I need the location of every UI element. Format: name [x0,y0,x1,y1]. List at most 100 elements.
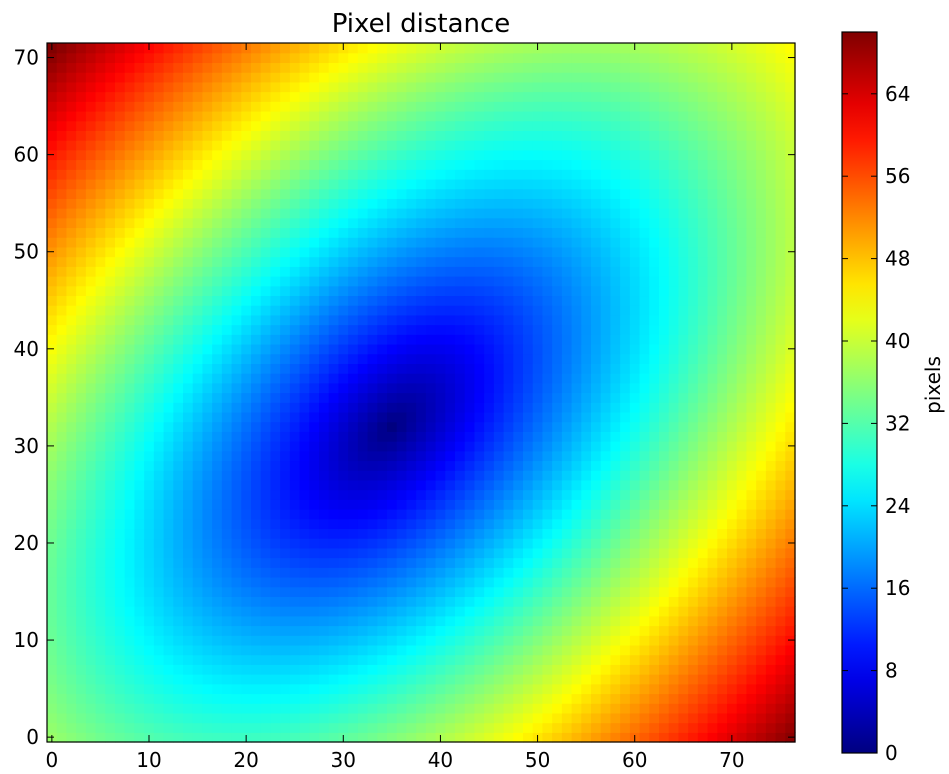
heatmap-cell [474,654,485,665]
heatmap-cell [445,324,456,335]
heatmap-cell [357,460,369,471]
heatmap-cell [387,324,398,335]
heatmap-cell [66,140,77,151]
heatmap-cell [668,217,680,229]
heatmap-cell [688,499,699,510]
heatmap-cell [221,334,233,345]
heatmap-cell [124,159,136,170]
heatmap-cell [338,693,349,704]
heatmap-cell [659,509,670,520]
heatmap-cell [697,644,709,656]
heatmap-cell [85,596,97,607]
heatmap-cell [76,557,87,568]
heatmap-cell [620,586,631,597]
heatmap-cell [552,382,563,394]
heatmap-cell [484,140,495,151]
heatmap-cell [581,411,592,423]
heatmap-cell [474,266,485,277]
heatmap-cell [668,305,680,316]
heatmap-cell [620,693,631,704]
heatmap-cell [299,557,310,568]
heatmap-cell [76,130,87,141]
heatmap-cell [387,421,398,432]
heatmap-cell [299,693,310,704]
heatmap-cell [260,237,272,248]
heatmap-cell [532,188,544,199]
heatmap-cell [289,509,301,520]
heatmap-cell [231,314,242,326]
heatmap-cell [153,557,165,568]
heatmap-cell [280,509,291,520]
heatmap-cell [532,130,544,141]
heatmap-cell [396,198,408,209]
heatmap-cell [659,470,670,481]
heatmap-cell [435,295,446,306]
heatmap-cell [85,538,97,549]
heatmap-cell [425,538,437,549]
heatmap-cell [542,343,553,355]
heatmap-cell [251,441,262,452]
heatmap-cell [212,479,223,491]
heatmap-cell [659,479,670,491]
heatmap-cell [697,479,709,491]
heatmap-cell [746,169,757,180]
heatmap-cell [289,489,301,500]
heatmap-cell [47,625,58,636]
heatmap-cell [357,188,369,199]
heatmap-cell [231,217,242,229]
heatmap-cell [746,509,757,520]
heatmap-cell [503,402,514,413]
heatmap-cell [328,421,340,432]
heatmap-cell [727,188,738,199]
heatmap-cell [455,295,466,306]
heatmap-cell [620,373,631,384]
heatmap-cell [484,276,495,287]
heatmap-cell [280,479,291,491]
heatmap-cell [115,343,126,355]
heatmap-cell [484,353,495,364]
heatmap-cell [756,188,767,199]
heatmap-cell [241,178,252,190]
heatmap-cell [241,421,252,432]
heatmap-cell [357,169,369,180]
heatmap-cell [338,683,349,695]
heatmap-cell [173,732,184,743]
heatmap-cell [153,227,165,238]
heatmap-cell [707,586,718,597]
heatmap-cell [445,198,456,209]
heatmap-cell [513,295,524,306]
heatmap-cell [173,518,184,530]
heatmap-cell [348,285,359,297]
heatmap-cell [387,392,398,403]
heatmap-cell [552,188,563,199]
heatmap-cell [66,547,77,559]
heatmap-cell [338,120,349,131]
heatmap-cell [532,518,544,530]
heatmap-cell [192,644,204,656]
heatmap-cell [503,392,514,403]
heatmap-cell [192,703,204,714]
heatmap-cell [620,382,631,394]
heatmap-cell [309,110,320,122]
heatmap-cell [756,509,767,520]
heatmap-cell [406,411,417,423]
heatmap-cell [416,421,427,432]
heatmap-cell [552,276,563,287]
heatmap-cell [270,538,281,549]
heatmap-cell [163,324,174,335]
heatmap-cell [212,712,223,724]
heatmap-cell [47,654,58,665]
heatmap-cell [620,159,631,170]
heatmap-cell [746,159,757,170]
heatmap-cell [144,703,155,714]
heatmap-cell [85,703,97,714]
heatmap-cell [678,169,689,180]
heatmap-cell [338,479,349,491]
heatmap-cell [591,683,602,695]
heatmap-cell [173,353,184,364]
heatmap-cell [95,470,106,481]
heatmap-cell [561,382,573,394]
heatmap-cell [659,178,670,190]
heatmap-cell [299,208,310,219]
heatmap-cell [280,343,291,355]
